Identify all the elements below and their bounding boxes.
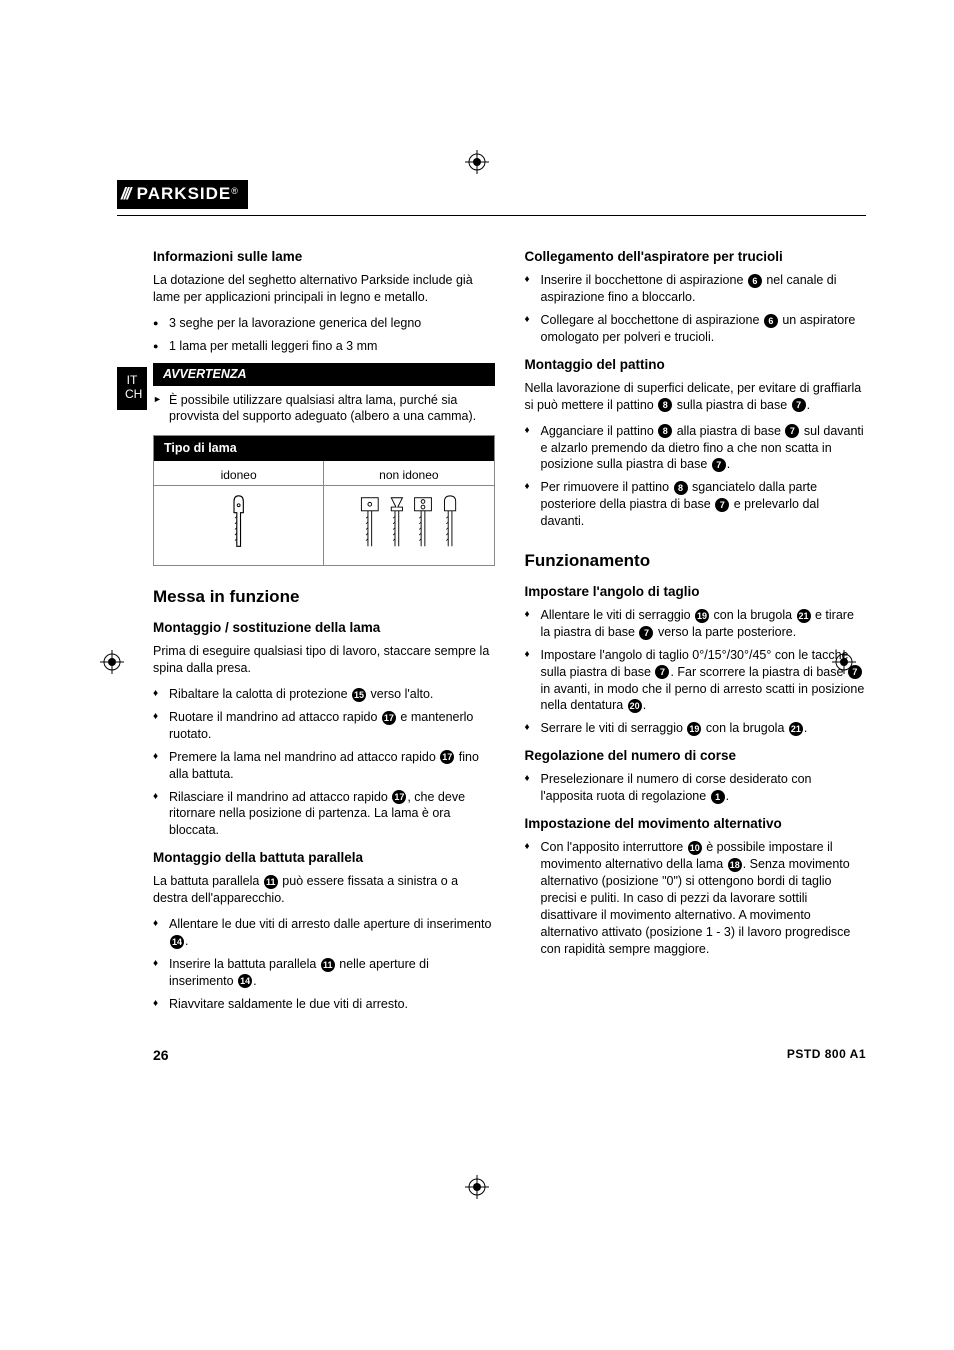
sec-shoe-title: Montaggio del pattino: [525, 356, 867, 374]
blade-table-images: [154, 485, 494, 565]
list-item: Allentare le due viti di arresto dalle a…: [153, 916, 495, 950]
sec-blade-mount-title: Montaggio / sostituzione della lama: [153, 619, 495, 637]
list-item: Preselezionare il numero di corse deside…: [525, 771, 867, 805]
sec-blade-info-list: 3 seghe per la lavorazione generica del …: [153, 315, 495, 355]
list-item: Inserire il bocchettone di aspirazione 6…: [525, 272, 867, 306]
list-item: Agganciare il pattino 8 alla piastra di …: [525, 423, 867, 474]
list-item: Allentare le viti di serraggio 19 con la…: [525, 607, 867, 641]
list-item: Riavvitare saldamente le due viti di arr…: [153, 996, 495, 1013]
sec-parallel-stop-p1: La battuta parallela 11 può essere fissa…: [153, 873, 495, 907]
sec-parallel-stop-title: Montaggio della battuta parallela: [153, 849, 495, 867]
model-number: PSTD 800 A1: [787, 1046, 866, 1065]
list-item: Ruotare il mandrino ad attacco rapido 17…: [153, 709, 495, 743]
sec-startup-title: Messa in funzione: [153, 586, 495, 609]
sec-angle-title: Impostare l'angolo di taglio: [525, 583, 867, 601]
warning-body: È possibile utilizzare qualsiasi altra l…: [153, 386, 495, 426]
sec-vacuum-list: Inserire il bocchettone di aspirazione 6…: [525, 272, 867, 346]
list-item: Rilasciare il mandrino ad attacco rapido…: [153, 789, 495, 840]
list-item: Impostare l'angolo di taglio 0°/15°/30°/…: [525, 647, 867, 715]
sec-vacuum-title: Collegamento dell'aspiratore per truciol…: [525, 248, 867, 266]
brand-stripes: ///: [121, 183, 129, 206]
blade-no-label: non idoneo: [324, 461, 493, 485]
blade-ok-image: [154, 486, 324, 565]
left-column: Informazioni sulle lame La dotazione del…: [117, 238, 495, 1021]
language-tab-line1: IT: [125, 373, 139, 387]
sec-stroke-list: Preselezionare il numero di corse deside…: [525, 771, 867, 805]
blade-table-labels: idoneo non idoneo: [154, 461, 494, 485]
language-tab: IT CH: [117, 367, 147, 410]
list-item: Per rimuovere il pattino 8 sganciatelo d…: [525, 479, 867, 530]
page-number: 26: [117, 1046, 169, 1065]
list-item: È possibile utilizzare qualsiasi altra l…: [153, 392, 495, 426]
blade-no-image: [324, 486, 493, 565]
sec-pendulum-title: Impostazione del movimento alternativo: [525, 815, 867, 833]
sec-pendulum-list: Con l'apposito interruttore 10 è possibi…: [525, 839, 867, 957]
list-item: Premere la lama nel mandrino ad attacco …: [153, 749, 495, 783]
right-column: Collegamento dell'aspiratore per truciol…: [525, 238, 867, 1021]
blade-type-table: Tipo di lama idoneo non idoneo: [153, 435, 495, 566]
list-item: Inserire la battuta parallela 11 nelle a…: [153, 956, 495, 990]
brand-name: PARKSIDE: [137, 183, 232, 206]
header-rule: [117, 215, 866, 216]
list-item: Con l'apposito interruttore 10 è possibi…: [525, 839, 867, 957]
page-footer: 26 PSTD 800 A1: [117, 1046, 866, 1065]
blade-ok-label: idoneo: [154, 461, 324, 485]
sec-angle-list: Allentare le viti di serraggio 19 con la…: [525, 607, 867, 737]
sec-blade-info-p1: La dotazione del seghetto alternativo Pa…: [153, 272, 495, 306]
list-item: 3 seghe per la lavorazione generica del …: [153, 315, 495, 332]
warning-head: AVVERTENZA: [153, 363, 495, 386]
sec-blade-info-title: Informazioni sulle lame: [153, 248, 495, 266]
sec-blade-mount-list: Ribaltare la calotta di protezione 15 ve…: [153, 686, 495, 839]
blade-table-head: Tipo di lama: [154, 436, 494, 461]
brand-logo: /// PARKSIDE®: [117, 180, 248, 209]
brand-registered: ®: [231, 186, 238, 196]
list-item: Serrare le viti di serraggio 19 con la b…: [525, 720, 867, 737]
sec-shoe-p1: Nella lavorazione di superfici delicate,…: [525, 380, 867, 414]
page: /// PARKSIDE® IT CH Informazioni sulle l…: [0, 0, 954, 1185]
sec-shoe-list: Agganciare il pattino 8 alla piastra di …: [525, 423, 867, 530]
list-item: Ribaltare la calotta di protezione 15 ve…: [153, 686, 495, 703]
content-columns: Informazioni sulle lame La dotazione del…: [117, 238, 866, 1021]
sec-blade-mount-p1: Prima di eseguire qualsiasi tipo di lavo…: [153, 643, 495, 677]
warning-box: AVVERTENZA È possibile utilizzare qualsi…: [153, 363, 495, 426]
language-tab-line2: CH: [125, 387, 139, 401]
sec-operation-title: Funzionamento: [525, 550, 867, 573]
sec-parallel-stop-list: Allentare le due viti di arresto dalle a…: [153, 916, 495, 1012]
list-item: Collegare al bocchettone di aspirazione …: [525, 312, 867, 346]
sec-stroke-title: Regolazione del numero di corse: [525, 747, 867, 765]
list-item: 1 lama per metalli leggeri fino a 3 mm: [153, 338, 495, 355]
